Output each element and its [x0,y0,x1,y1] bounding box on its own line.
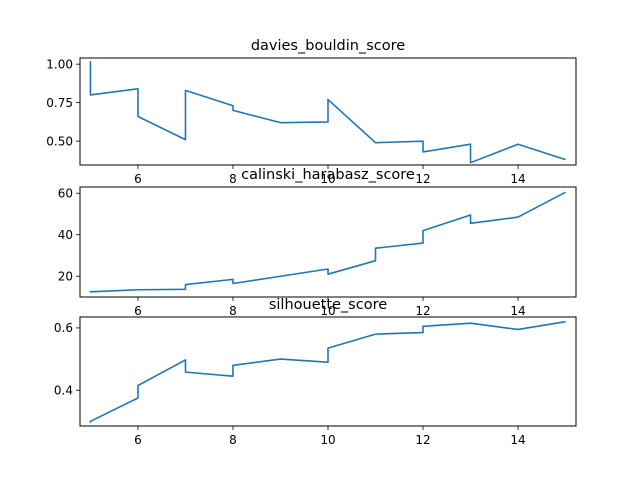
y-tick-label: 0.50 [46,134,73,148]
x-tick-label: 8 [229,172,237,186]
y-tick-label: 1.00 [46,57,73,71]
chart-title: calinski_harabasz_score [241,167,415,183]
x-tick-label: 14 [510,433,525,447]
x-tick-label: 12 [415,433,430,447]
x-tick-label: 14 [510,304,525,318]
chart-title: davies_bouldin_score [251,38,405,54]
x-tick-label: 10 [320,433,335,447]
y-tick-label: 60 [58,187,73,201]
series-line-3-1 [89,320,566,423]
subplot-3: 6 8 10 12 14 0.4 0.6 silhouette_score [54,297,577,447]
subplots: 6 8 10 12 14 0.50 0.75 1.00 davies_bouldin_score… [46,38,577,447]
x-tick-label: 6 [134,172,142,186]
chart-title: silhouette_score [269,297,387,313]
y-tick-label: 0.6 [54,321,73,335]
x-tick-label: 12 [415,304,430,318]
x-tick-label: 14 [510,172,525,186]
x-tick-label: 6 [134,433,142,447]
subplot-1: 6 8 10 12 14 0.50 0.75 1.00 davies_bouldin_score [46,38,577,186]
x-tick-label: 8 [229,433,237,447]
y-tick-label: 20 [58,270,73,284]
x-tick-label: 8 [229,304,237,318]
series-line-1-1 [89,61,566,164]
y-tick-label: 40 [58,228,73,242]
subplot-2: 6 8 10 12 14 20 40 60 calinski_harabasz_score [58,167,577,318]
x-tick-label: 10 [320,172,335,186]
y-tick-label: 0.4 [54,383,73,397]
x-tick-label: 12 [415,172,430,186]
x-tick-label: 6 [134,304,142,318]
series-line-2-1 [89,191,566,293]
y-tick-label: 0.75 [46,96,73,110]
x-tick-label: 10 [320,304,335,318]
